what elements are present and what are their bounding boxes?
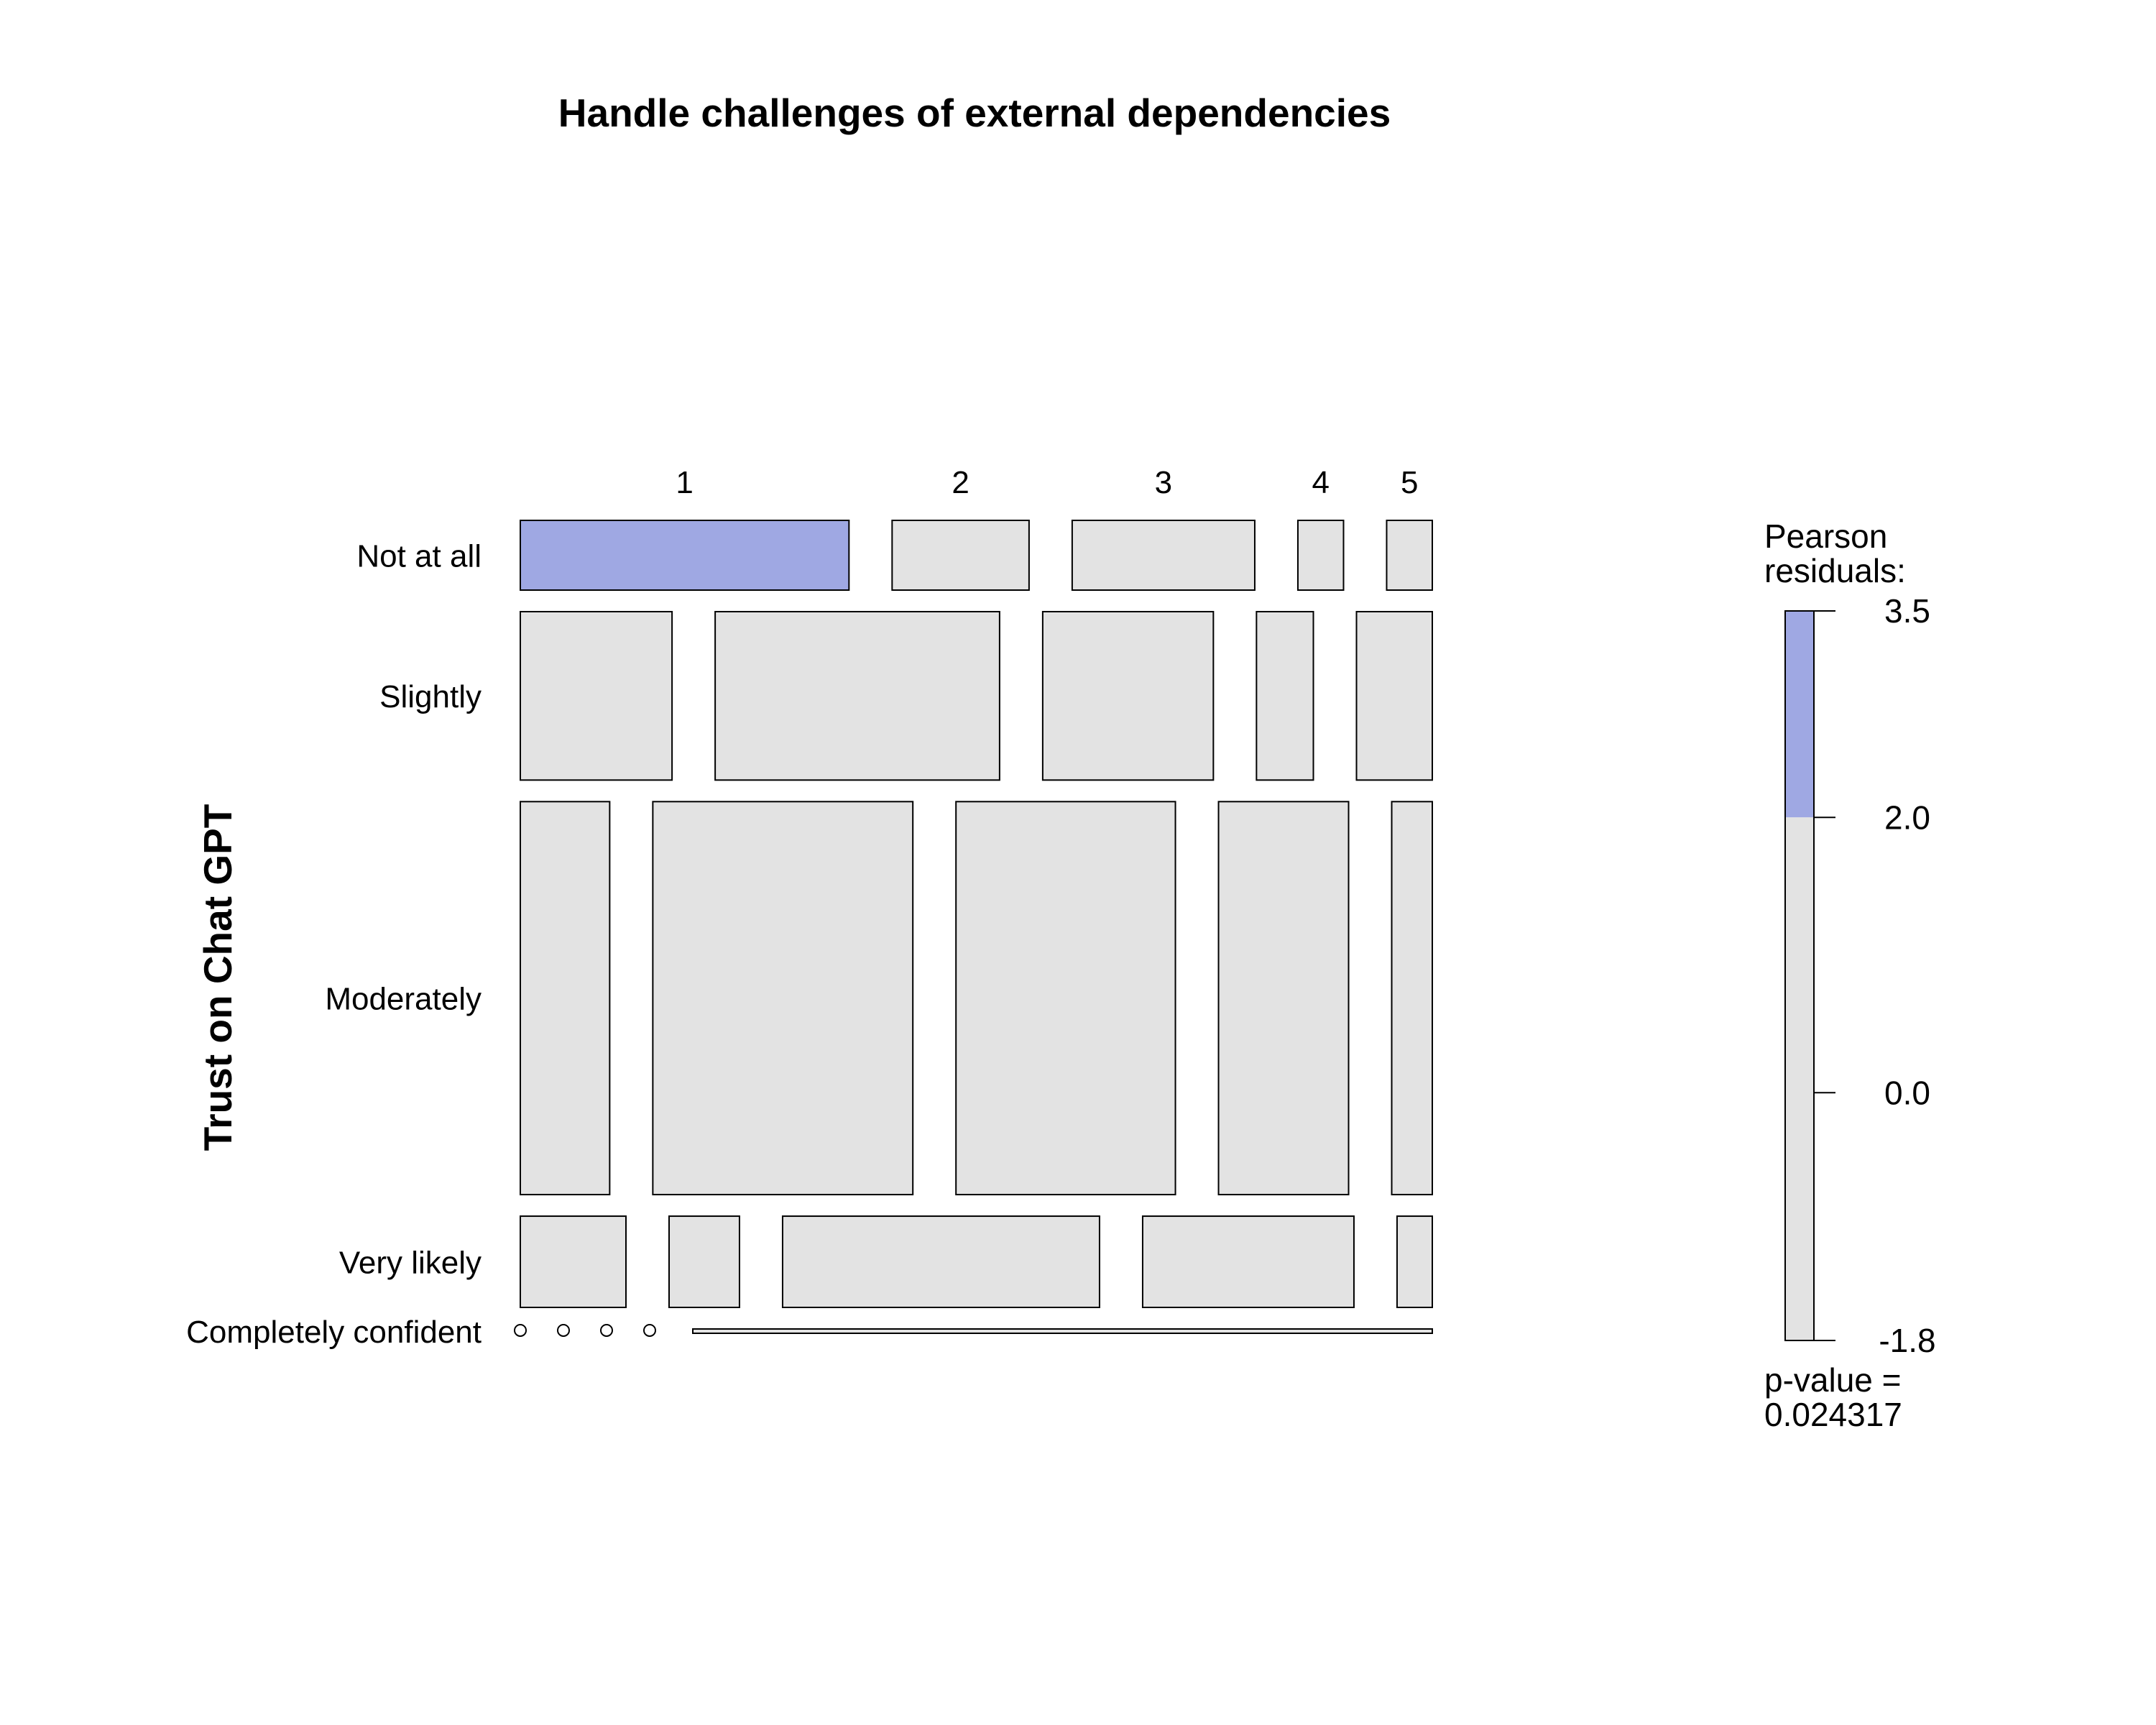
tile-slightly-2 [714, 610, 1000, 781]
p-value-line2: 0.024317 [1764, 1396, 1902, 1433]
row-label-moderately: Moderately [325, 982, 482, 1017]
legend-tick-label: 3.5 [1884, 592, 1930, 630]
legend-ticks: 3.5 2.0 0.0 -1.8 [1814, 592, 1936, 1359]
tile-not-at-all-4 [1296, 520, 1345, 591]
legend-tick-label: 2.0 [1884, 799, 1930, 836]
tile-completely-confident-3-empty-marker [600, 1323, 613, 1337]
column-labels: 1 2 3 4 5 [676, 465, 1418, 500]
tile-slightly-4 [1256, 610, 1314, 781]
tile-very-likely-1 [520, 1215, 627, 1309]
tile-moderately-1 [520, 801, 611, 1196]
tile-moderately-3 [955, 801, 1176, 1196]
tile-very-likely-3 [781, 1215, 1100, 1309]
legend-positive-band [1785, 611, 1814, 818]
tile-moderately-5 [1391, 801, 1434, 1196]
mosaic-tiles [514, 520, 1434, 1337]
row-label-slightly: Slightly [379, 679, 482, 714]
tile-slightly-1 [520, 610, 673, 781]
tile-very-likely-2 [668, 1215, 740, 1309]
tile-completely-confident-2-empty-marker [557, 1323, 570, 1337]
legend-neutral-band [1785, 817, 1814, 1340]
tile-completely-confident-1-empty-marker [514, 1323, 527, 1337]
legend-color-bar [1784, 610, 1815, 1341]
tile-slightly-5 [1355, 610, 1434, 781]
column-label-4: 4 [1312, 465, 1329, 500]
row-label-very-likely: Very likely [339, 1246, 482, 1281]
row-label-completely-confident: Completely confident [186, 1315, 482, 1350]
tile-not-at-all-1 [520, 520, 850, 591]
residuals-legend: Pearson residuals: 3.5 2.0 0.0 -1.8 p-value… [1764, 518, 1936, 1433]
legend-title-line1: Pearson [1764, 518, 1887, 555]
tile-not-at-all-5 [1386, 520, 1433, 591]
legend-title-line2: residuals: [1764, 552, 1906, 589]
p-value-line1: p-value = [1764, 1361, 1902, 1399]
column-label-1: 1 [676, 465, 693, 500]
tile-moderately-4 [1217, 801, 1350, 1196]
column-label-2: 2 [952, 465, 969, 500]
tile-moderately-2 [652, 801, 914, 1196]
legend-tick-label: -1.8 [1879, 1322, 1935, 1359]
tile-very-likely-4 [1141, 1215, 1355, 1309]
legend-bar-outline [1784, 610, 1815, 1341]
tile-completely-confident-5 [692, 1328, 1433, 1335]
row-label-not-at-all: Not at all [356, 538, 482, 574]
tile-very-likely-5 [1396, 1215, 1433, 1309]
tile-slightly-3 [1041, 610, 1215, 781]
y-axis-title: Trust on Chat GPT [195, 804, 240, 1151]
column-label-5: 5 [1401, 465, 1418, 500]
legend-tick-label: 0.0 [1884, 1074, 1930, 1111]
row-labels: Not at all Slightly Moderately Very likely C… [186, 538, 482, 1350]
tile-not-at-all-2 [891, 520, 1030, 591]
tile-not-at-all-3 [1071, 520, 1256, 591]
column-label-3: 3 [1155, 465, 1172, 500]
tile-completely-confident-4-empty-marker [643, 1323, 656, 1337]
chart-title: Handle challenges of external dependenci… [558, 91, 1391, 135]
